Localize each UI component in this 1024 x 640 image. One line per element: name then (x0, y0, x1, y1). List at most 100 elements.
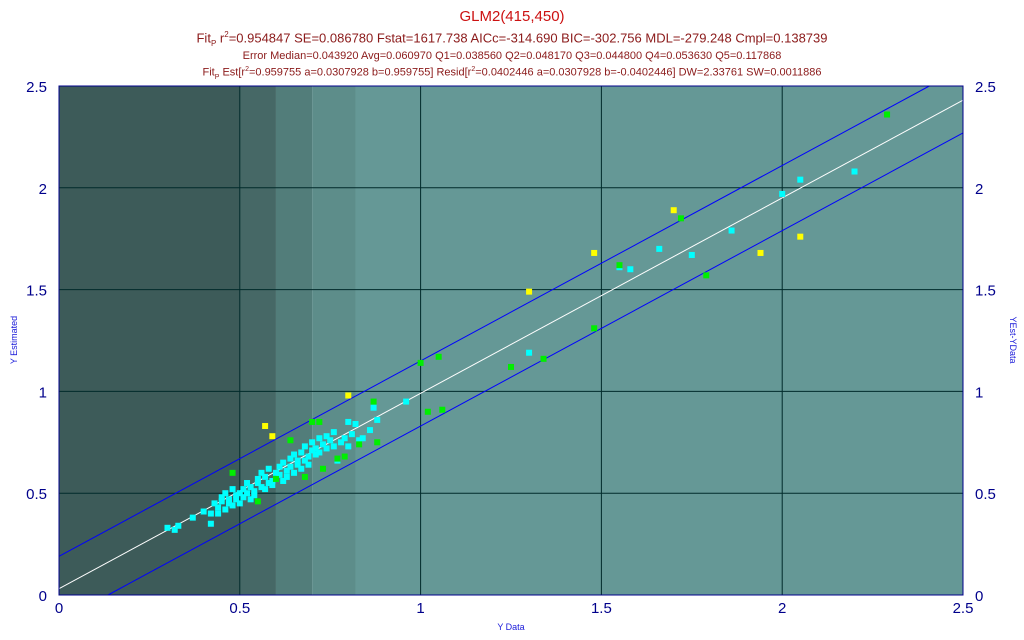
tick-labels: 0 0.5 1 1.5 2 2.50 00.5 0.51 11.5 1.52 22.5 2.5 (26, 79, 996, 617)
data-point-s0-9 (215, 510, 222, 517)
data-point-s0-54 (298, 465, 305, 472)
grid-lines (59, 86, 963, 595)
data-point-s0-4 (200, 508, 207, 515)
data-point-s0-84 (403, 398, 410, 405)
data-point-s0-67 (323, 433, 330, 440)
data-point-s0-71 (330, 443, 337, 450)
data-point-s0-34 (262, 486, 269, 493)
data-point-s0-49 (287, 463, 294, 470)
data-point-s0-45 (280, 459, 287, 466)
data-point-s1-15 (424, 408, 431, 415)
data-point-s0-66 (319, 441, 326, 448)
data-point-s0-38 (269, 477, 276, 484)
y2-tick-label-2: 1 (975, 384, 983, 401)
data-point-s1-18 (540, 355, 547, 362)
data-point-s0-61 (309, 439, 316, 446)
data-point-s0-6 (207, 510, 214, 517)
data-point-s0-50 (291, 469, 298, 476)
data-point-s1-16 (439, 406, 446, 413)
y-axis-label: Y Estimated (9, 316, 19, 364)
data-point-s0-32 (258, 484, 265, 491)
y-tick-label-0: 0 (39, 588, 47, 605)
fit-r: r (216, 30, 225, 46)
est-superscript-1: 2 (245, 66, 249, 73)
data-point-s0-8 (215, 504, 222, 511)
data-point-s0-85 (526, 349, 533, 356)
data-point-s0-63 (312, 445, 319, 452)
x-tick-label-1: 0.5 (229, 600, 250, 617)
data-point-s0-30 (254, 475, 261, 482)
data-point-s0-1 (171, 526, 178, 533)
data-point-s0-17 (229, 486, 236, 493)
y2-axis-label: YEst-YData (1008, 316, 1018, 363)
error-statistics-line: Error Median=0.043920 Avg=0.060970 Q1=0.… (242, 50, 782, 62)
data-point-s0-22 (240, 486, 247, 493)
x-tick-label-5: 2.5 (953, 600, 974, 617)
data-point-s0-48 (287, 455, 294, 462)
data-point-s1-20 (616, 262, 623, 269)
y2-tick-label-5: 2.5 (975, 79, 996, 96)
data-point-s0-25 (244, 490, 251, 497)
data-point-s0-37 (265, 465, 272, 472)
data-point-s0-81 (366, 427, 373, 434)
data-point-s0-40 (272, 469, 279, 476)
data-point-s0-74 (341, 435, 348, 442)
data-point-s0-26 (247, 496, 254, 503)
data-point-s1-8 (334, 455, 341, 462)
data-point-s1-3 (287, 437, 294, 444)
background-band-4 (355, 86, 964, 595)
data-point-s0-0 (164, 524, 171, 531)
data-point-s0-69 (327, 437, 334, 444)
y-tick-label-1: 0.5 (26, 486, 47, 503)
data-point-s0-52 (294, 461, 301, 468)
data-point-s1-4 (301, 473, 308, 480)
data-point-s0-83 (374, 416, 381, 423)
y2-tick-label-1: 0.5 (975, 486, 996, 503)
data-point-s1-6 (316, 418, 323, 425)
data-point-s0-89 (688, 251, 695, 258)
data-point-s0-35 (262, 473, 269, 480)
background-band-1 (239, 86, 276, 595)
data-point-s1-12 (374, 439, 381, 446)
x-axis-label: Y Data (497, 622, 524, 632)
data-point-s0-23 (240, 494, 247, 501)
data-point-s0-24 (244, 480, 251, 487)
data-point-s0-29 (251, 492, 258, 499)
est-subscript: P (214, 73, 220, 81)
data-point-s0-88 (656, 245, 663, 252)
data-point-s1-9 (341, 453, 348, 460)
data-point-s0-20 (236, 490, 243, 497)
background-band-2 (275, 86, 313, 595)
data-point-s0-65 (316, 449, 323, 456)
data-point-s0-42 (276, 463, 283, 470)
plot-frame (58, 85, 964, 596)
confidence-line-0 (58, 85, 930, 557)
data-point-s1-7 (319, 465, 326, 472)
data-point-s0-56 (301, 457, 308, 464)
data-point-s0-28 (251, 488, 258, 495)
est-prefix: Fit (202, 66, 215, 79)
data-point-s2-3 (526, 288, 533, 295)
data-point-s1-22 (703, 272, 710, 279)
data-point-s0-62 (312, 451, 319, 458)
data-point-s0-13 (222, 490, 229, 497)
data-point-s1-5 (309, 418, 316, 425)
fit-values: =0.954847 SE=0.086780 Fstat=1617.738 AIC… (228, 30, 828, 46)
data-point-s2-1 (269, 433, 276, 440)
data-point-s0-33 (258, 469, 265, 476)
data-point-s0-55 (298, 449, 305, 456)
data-point-s0-31 (254, 480, 261, 487)
data-point-s0-82 (370, 404, 377, 411)
data-point-s0-76 (345, 418, 352, 425)
data-point-s0-16 (229, 502, 236, 509)
data-point-s1-14 (435, 353, 442, 360)
estimate-statistics-line: FitP Est[r2=0.959755 a=0.0307928 b=0.959… (0, 66, 1024, 81)
fit-subscript: P (210, 38, 217, 48)
data-point-s0-18 (233, 492, 240, 499)
data-point-s2-2 (345, 392, 352, 399)
data-point-s0-5 (207, 520, 214, 527)
x-tick-label-2: 1 (416, 600, 424, 617)
data-point-s0-14 (225, 500, 232, 507)
chart-title: GLM2(415,450) (459, 8, 565, 25)
